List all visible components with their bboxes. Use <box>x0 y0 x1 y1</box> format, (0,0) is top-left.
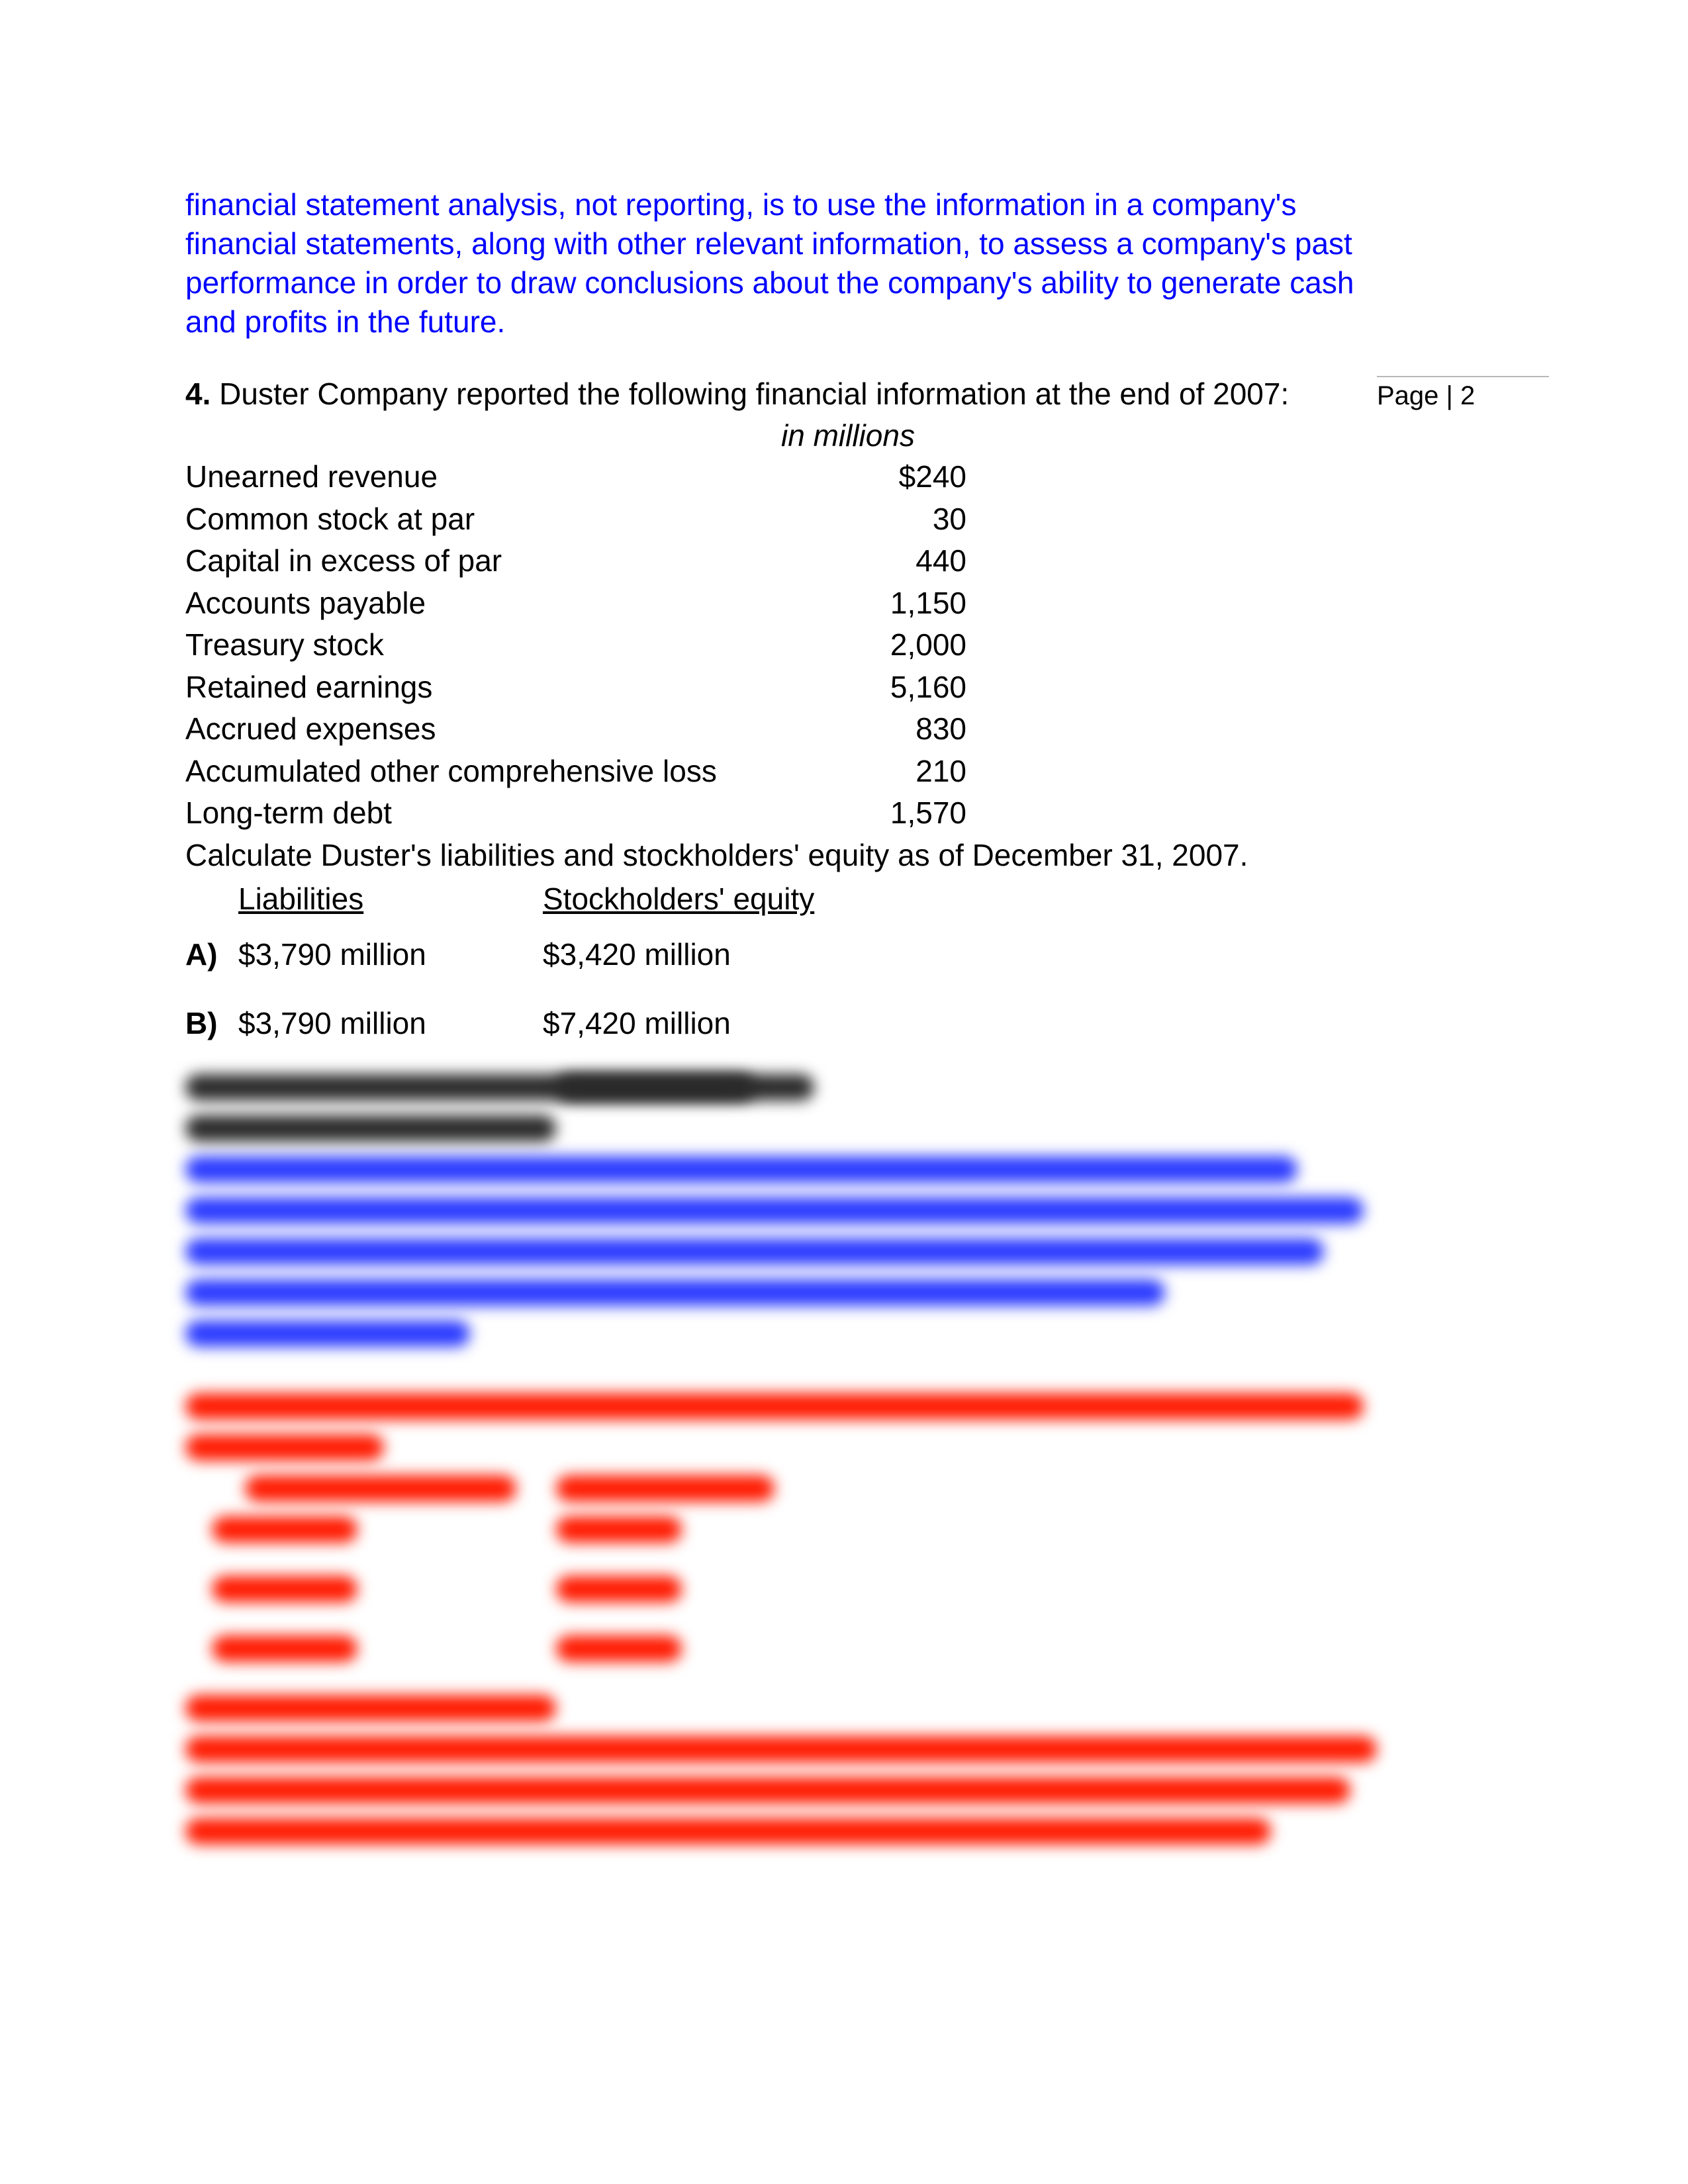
table-row: Unearned revenue $240 <box>185 456 1503 498</box>
item-label: Long-term debt <box>185 792 794 834</box>
item-value: 30 <box>794 498 966 540</box>
obscured-line <box>185 1393 1503 1420</box>
obscured-line <box>185 1238 1503 1265</box>
option-stockholders-equity: $7,420 million <box>543 1005 731 1041</box>
question-4-block: 4. Duster Company reported the following… <box>185 375 1377 418</box>
item-label: Accumulated other comprehensive loss <box>185 751 794 792</box>
item-label: Unearned revenue <box>185 456 794 498</box>
obscured-line <box>185 1475 1503 1502</box>
obscured-line <box>185 1635 1503 1662</box>
item-value: $240 <box>794 456 966 498</box>
intro-paragraph: financial statement analysis, not report… <box>185 185 1377 341</box>
option-letter: B) <box>185 1005 238 1041</box>
obscured-line <box>185 1777 1503 1803</box>
document-page: financial statement analysis, not report… <box>0 0 1688 2184</box>
table-row: Long-term debt 1,570 <box>185 792 1503 834</box>
option-liabilities: $3,790 million <box>238 936 543 972</box>
item-value: 2,000 <box>794 624 966 666</box>
option-letter: A) <box>185 936 238 972</box>
content-area: financial statement analysis, not report… <box>185 185 1503 1891</box>
item-value: 1,150 <box>794 582 966 624</box>
item-label: Common stock at par <box>185 498 794 540</box>
obscured-line <box>185 1197 1503 1224</box>
answer-option: A) $3,790 million $3,420 million <box>185 936 1503 972</box>
obscured-line <box>185 1736 1503 1762</box>
table-row: Accounts payable 1,150 <box>185 582 1503 624</box>
obscured-line <box>185 1074 1503 1101</box>
units-label: in millions <box>781 418 1503 453</box>
financial-items-table: Unearned revenue $240 Common stock at pa… <box>185 456 1503 834</box>
page-number-rule <box>1377 376 1549 377</box>
table-row: Capital in excess of par 440 <box>185 540 1503 582</box>
obscured-line <box>185 1516 1503 1543</box>
table-row: Retained earnings 5,160 <box>185 666 1503 708</box>
item-value: 5,160 <box>794 666 966 708</box>
calculation-prompt: Calculate Duster's liabilities and stock… <box>185 837 1503 873</box>
obscured-line <box>185 1320 1503 1347</box>
question-number: 4. <box>185 377 211 411</box>
option-headers: Liabilities Stockholders' equity <box>238 881 1503 917</box>
question-4-prompt: 4. Duster Company reported the following… <box>185 375 1377 414</box>
item-label: Accounts payable <box>185 582 794 624</box>
obscured-line <box>185 1818 1503 1844</box>
obscured-line <box>185 1279 1503 1306</box>
question-prompt-text: Duster Company reported the following fi… <box>219 377 1289 411</box>
header-stockholders-equity: Stockholders' equity <box>543 881 814 917</box>
item-value: 210 <box>794 751 966 792</box>
item-label: Capital in excess of par <box>185 540 794 582</box>
question-4-row: 4. Duster Company reported the following… <box>185 375 1503 418</box>
item-value: 830 <box>794 708 966 750</box>
item-label: Treasury stock <box>185 624 794 666</box>
answer-option: B) $3,790 million $7,420 million <box>185 1005 1503 1041</box>
table-row: Treasury stock 2,000 <box>185 624 1503 666</box>
obscured-line <box>185 1695 1503 1721</box>
header-liabilities: Liabilities <box>238 881 543 917</box>
page-number-block: Page | 2 <box>1377 375 1549 411</box>
table-row: Accumulated other comprehensive loss 210 <box>185 751 1503 792</box>
obscured-group <box>185 1393 1503 1844</box>
obscured-group <box>185 1074 1503 1347</box>
option-liabilities: $3,790 million <box>238 1005 543 1041</box>
table-row: Accrued expenses 830 <box>185 708 1503 750</box>
item-label: Accrued expenses <box>185 708 794 750</box>
obscured-line <box>185 1576 1503 1602</box>
obscured-line <box>185 1115 1503 1142</box>
item-label: Retained earnings <box>185 666 794 708</box>
option-stockholders-equity: $3,420 million <box>543 936 731 972</box>
item-value: 440 <box>794 540 966 582</box>
obscured-content <box>185 1074 1503 1844</box>
item-value: 1,570 <box>794 792 966 834</box>
obscured-line <box>185 1434 1503 1461</box>
obscured-line <box>185 1156 1503 1183</box>
page-number: Page | 2 <box>1377 381 1549 411</box>
table-row: Common stock at par 30 <box>185 498 1503 540</box>
